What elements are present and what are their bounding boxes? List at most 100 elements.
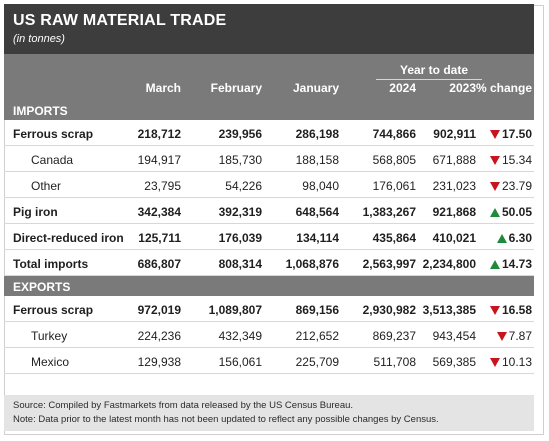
change-value: 10.13 xyxy=(501,355,532,369)
change-value: 14.73 xyxy=(501,257,532,271)
cell-march: 224,236 xyxy=(137,329,181,343)
table-row: Pig iron 342,384 392,319 648,564 1,383,267 92… xyxy=(4,198,534,224)
cell-january: 212,652 xyxy=(295,329,339,343)
change-value: 50.05 xyxy=(501,205,532,219)
row-label: Total imports xyxy=(13,257,89,271)
table-row: Other 23,795 54,226 98,040 176,061 231,023 23.… xyxy=(4,172,534,198)
table-row: Direct-reduced iron 125,711 176,039 134,114… xyxy=(4,224,534,250)
triangle-down-icon xyxy=(489,306,500,315)
row-label: Ferrous scrap xyxy=(13,303,94,317)
cell-february: 432,349 xyxy=(218,329,262,343)
cell-march: 972,019 xyxy=(137,303,181,317)
table-row: Ferrous scrap 218,712 239,956 286,198 744,86… xyxy=(4,120,534,146)
triangle-down-icon xyxy=(489,358,500,367)
cell-february: 239,956 xyxy=(218,127,262,141)
title-bar: US RAW MATERIAL TRADE (in tonnes) xyxy=(4,4,534,54)
cell-ytd-2023: 231,023 xyxy=(432,179,476,193)
cell-january: 1,068,876 xyxy=(285,257,339,271)
row-label: Turkey xyxy=(31,329,68,343)
triangle-down-icon xyxy=(489,130,500,139)
cell-february: 392,319 xyxy=(218,205,262,219)
triangle-up-icon xyxy=(489,260,500,269)
cell-march: 129,938 xyxy=(137,355,181,369)
cell-january: 286,198 xyxy=(295,127,339,141)
cell-january: 225,709 xyxy=(295,355,339,369)
row-label: Ferrous scrap xyxy=(13,127,94,141)
cell-january: 98,040 xyxy=(302,179,339,193)
table-row: Ferrous scrap 972,019 1,089,807 869,156 2,93… xyxy=(4,296,534,322)
triangle-up-icon xyxy=(489,208,500,217)
column-header-bar: Year to date March February January 2024… xyxy=(4,54,534,100)
cell-march: 23,795 xyxy=(144,179,181,193)
footnotes: Source: Compiled by Fastmarkets from dat… xyxy=(4,395,534,431)
table-row: Turkey 224,236 432,349 212,652 869,237 943,45… xyxy=(4,322,534,348)
cell-ytd-2023: 921,868 xyxy=(432,205,476,219)
cell-ytd-2023: 410,021 xyxy=(432,231,476,245)
cell-march: 342,384 xyxy=(137,205,181,219)
cell-ytd-2024: 869,237 xyxy=(372,329,416,343)
col-header-2023: 2023 xyxy=(449,81,476,95)
table-title: US RAW MATERIAL TRADE xyxy=(13,12,227,29)
source-note: Source: Compiled by Fastmarkets from dat… xyxy=(13,400,354,411)
row-label: Mexico xyxy=(31,355,70,369)
triangle-up-icon xyxy=(496,234,507,243)
row-label: Other xyxy=(31,179,62,193)
cell-ytd-2024: 1,383,267 xyxy=(362,205,416,219)
cell-january: 648,564 xyxy=(295,205,339,219)
cell-change: 6.30 xyxy=(496,231,532,245)
cell-march: 125,711 xyxy=(138,231,181,245)
col-header-2024: 2024 xyxy=(389,81,416,95)
cell-ytd-2023: 902,911 xyxy=(433,127,476,141)
cell-ytd-2023: 2,234,800 xyxy=(422,257,476,271)
table-row: Canada 194,917 185,730 188,158 568,805 671,88… xyxy=(4,146,534,172)
row-label: Pig iron xyxy=(13,205,58,219)
row-label: Canada xyxy=(31,153,74,167)
section-header-exports: EXPORTS xyxy=(4,276,534,296)
col-header-february: February xyxy=(210,81,262,95)
table-row: Total imports 686,807 808,314 1,068,876 2,56… xyxy=(4,250,534,276)
change-value: 6.30 xyxy=(508,231,532,245)
cell-february: 156,061 xyxy=(218,355,262,369)
cell-ytd-2024: 744,866 xyxy=(372,127,416,141)
triangle-down-icon xyxy=(489,182,500,191)
cell-january: 134,114 xyxy=(296,231,339,245)
cell-change: 23.79 xyxy=(489,179,532,193)
cell-change: 7.87 xyxy=(496,329,532,343)
triangle-down-icon xyxy=(496,332,507,341)
cell-change: 17.50 xyxy=(489,127,532,141)
triangle-down-icon xyxy=(489,156,500,165)
cell-change: 15.34 xyxy=(489,153,532,167)
cell-change: 14.73 xyxy=(489,257,532,271)
cell-february: 808,314 xyxy=(218,257,262,271)
cell-march: 686,807 xyxy=(137,257,181,271)
cell-change: 10.13 xyxy=(489,355,532,369)
change-value: 23.79 xyxy=(501,179,532,193)
table-row: Mexico 129,938 156,061 225,709 511,708 569,38… xyxy=(4,348,534,374)
cell-ytd-2024: 511,708 xyxy=(373,355,417,369)
cell-february: 176,039 xyxy=(218,231,262,245)
cell-ytd-2023: 671,888 xyxy=(432,153,476,167)
cell-ytd-2024: 176,061 xyxy=(372,179,416,193)
cell-january: 869,156 xyxy=(295,303,339,317)
cell-february: 1,089,807 xyxy=(208,303,262,317)
cell-change: 50.05 xyxy=(489,205,532,219)
change-value: 16.58 xyxy=(501,303,532,317)
row-label: Direct-reduced iron xyxy=(13,231,124,245)
cell-ytd-2024: 568,805 xyxy=(372,153,416,167)
col-header-january: January xyxy=(292,81,339,95)
cell-change: 16.58 xyxy=(489,303,532,317)
ytd-divider xyxy=(376,79,482,80)
change-value: 7.87 xyxy=(508,329,532,343)
section-header-imports: IMPORTS xyxy=(4,100,534,120)
cell-march: 218,712 xyxy=(137,127,181,141)
cell-ytd-2024: 2,563,997 xyxy=(362,257,416,271)
col-header-change: % change xyxy=(475,81,532,95)
cell-march: 194,917 xyxy=(137,153,181,167)
cell-ytd-2023: 3,513,385 xyxy=(422,303,476,317)
change-value: 17.50 xyxy=(501,127,532,141)
table-subtitle: (in tonnes) xyxy=(13,33,65,45)
ytd-group-label: Year to date xyxy=(399,63,469,77)
cell-february: 54,226 xyxy=(225,179,262,193)
cell-ytd-2023: 943,454 xyxy=(432,329,476,343)
cell-ytd-2023: 569,385 xyxy=(432,355,476,369)
